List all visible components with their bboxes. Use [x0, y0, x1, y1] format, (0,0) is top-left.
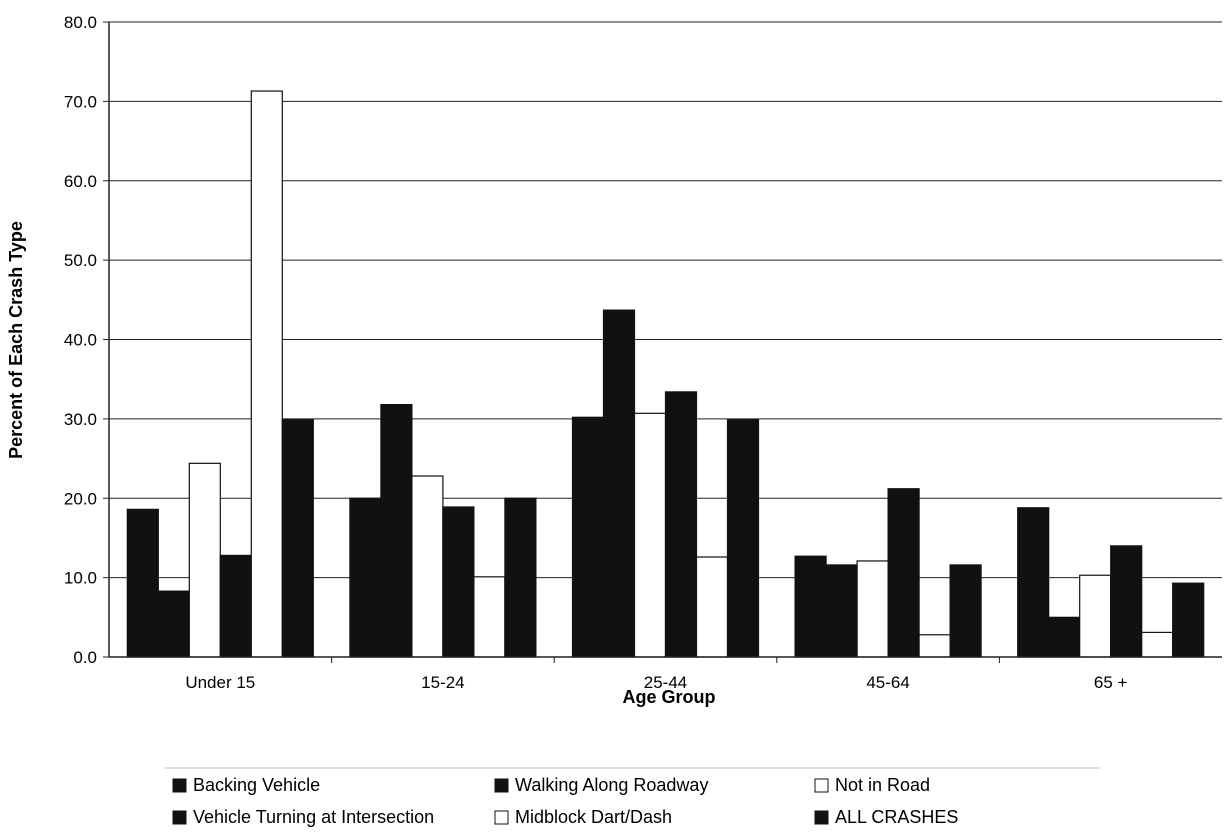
x-tick-label: 15-24	[421, 673, 464, 692]
x-tick-label: 25-44	[644, 673, 687, 692]
tick-labels: 0.0 10.0 20.0 30.0 40.0 50.0 60.0 70.0 80.0 Under…	[64, 13, 1128, 692]
bar	[188, 462, 221, 658]
bar	[726, 419, 760, 658]
y-tick-label: 30.0	[64, 410, 97, 429]
bar	[157, 590, 190, 658]
bar	[349, 497, 382, 658]
legend: Backing Vehicle Walking Along Roadway Not …	[165, 767, 1100, 827]
x-tick-label: 65 +	[1094, 673, 1128, 692]
bar	[887, 488, 920, 658]
y-tick-label: 80.0	[64, 13, 97, 32]
bar	[411, 475, 444, 658]
bar	[695, 556, 729, 658]
x-tick-label: 45-64	[866, 673, 909, 692]
x-axis-title: Age Group	[623, 687, 716, 707]
bar	[380, 403, 413, 658]
axes	[108, 22, 1222, 663]
bar	[571, 416, 605, 658]
legend-swatch	[172, 810, 187, 825]
bar	[442, 506, 475, 658]
legend-label: ALL CRASHES	[835, 807, 958, 827]
legend-swatch	[814, 810, 829, 825]
bar	[281, 419, 314, 658]
bars	[126, 90, 1205, 658]
x-tick-label: Under 15	[185, 673, 255, 692]
y-tick-label: 60.0	[64, 172, 97, 191]
bar	[1172, 582, 1205, 658]
bar	[219, 554, 252, 658]
bar	[825, 564, 858, 658]
y-tick-label: 20.0	[64, 489, 97, 508]
bar	[126, 508, 159, 658]
bar	[949, 564, 982, 658]
y-tick-label: 10.0	[64, 569, 97, 588]
bar	[602, 309, 636, 658]
legend-swatch	[814, 778, 829, 793]
bar	[473, 576, 506, 658]
legend-label: Walking Along Roadway	[515, 775, 708, 795]
bar	[504, 497, 537, 658]
bar	[664, 391, 698, 658]
bar	[918, 634, 951, 658]
y-axis-title: Percent of Each Crash Type	[6, 221, 26, 459]
bar	[794, 555, 827, 658]
legend-label: Not in Road	[835, 775, 930, 795]
bar	[1017, 507, 1050, 658]
y-tick-label: 40.0	[64, 331, 97, 350]
legend-label: Midblock Dart/Dash	[515, 807, 672, 827]
bar	[633, 412, 667, 658]
legend-swatch	[494, 810, 509, 825]
bar	[1048, 616, 1081, 658]
legend-label: Vehicle Turning at Intersection	[193, 807, 434, 827]
legend-swatch	[494, 778, 509, 793]
y-tick-label: 0.0	[73, 648, 97, 667]
legend-label: Backing Vehicle	[193, 775, 320, 795]
y-tick-label: 70.0	[64, 92, 97, 111]
bar	[1079, 574, 1112, 658]
bar	[250, 90, 283, 658]
y-tick-label: 50.0	[64, 251, 97, 270]
bar	[1110, 545, 1143, 658]
bar	[856, 560, 889, 658]
legend-swatch	[172, 778, 187, 793]
bar	[1141, 631, 1174, 658]
